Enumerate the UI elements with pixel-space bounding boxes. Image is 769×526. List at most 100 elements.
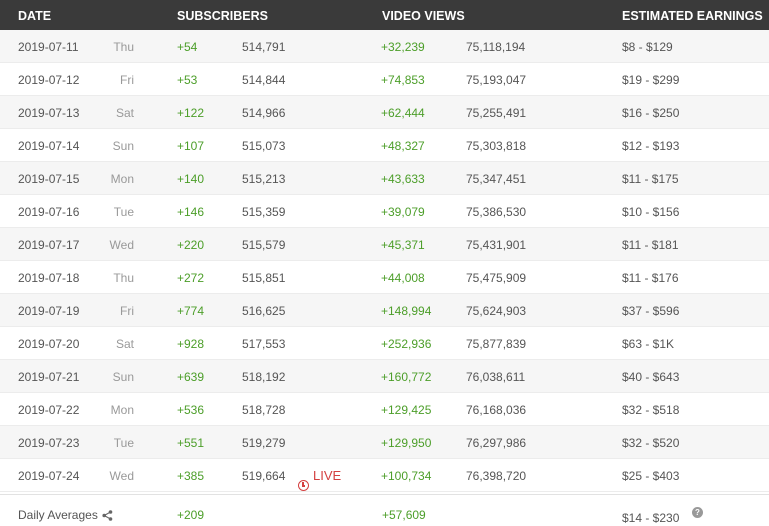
row-subscriber-total: 517,553 xyxy=(242,337,286,351)
row-view-total: 75,624,903 xyxy=(466,304,527,318)
row-subscriber-gain: +774 xyxy=(177,304,205,318)
daily-averages-text: Daily Averages xyxy=(18,508,98,522)
row-view-total: 75,877,839 xyxy=(466,337,527,351)
row-view-total: 75,118,194 xyxy=(466,40,526,54)
row-date: 2019-07-17 xyxy=(18,238,80,252)
daily-avg-views: +57,609 xyxy=(382,508,426,522)
row-subscriber-gain: +54 xyxy=(177,40,198,54)
header-video-views: VIDEO VIEWS xyxy=(382,9,465,23)
row-view-total: 75,303,818 xyxy=(466,139,527,153)
row-weekday: Tue xyxy=(113,436,134,450)
row-subscriber-gain: +639 xyxy=(177,370,205,384)
row-view-gain: +129,425 xyxy=(381,403,432,417)
row-subscriber-gain: +146 xyxy=(177,205,205,219)
share-icon[interactable] xyxy=(102,510,113,522)
row-earnings: $32 - $520 xyxy=(622,436,680,450)
table-row: 2019-07-12 Fri +53 514,844 +74,853 75,193,047… xyxy=(0,63,769,96)
row-weekday: Wed xyxy=(109,238,134,252)
row-earnings: $12 - $193 xyxy=(622,139,680,153)
row-subscriber-gain: +536 xyxy=(177,403,205,417)
row-subscriber-total: 518,728 xyxy=(242,403,286,417)
row-view-gain: +48,327 xyxy=(381,139,425,153)
table-row: 2019-07-21 Sun +639 518,192 +160,772 76,038,6… xyxy=(0,360,769,393)
row-view-total: 75,386,530 xyxy=(466,205,527,219)
row-weekday: Sat xyxy=(115,337,134,351)
row-view-gain: +252,936 xyxy=(381,337,432,351)
header-estimated-earnings: ESTIMATED EARNINGS xyxy=(622,9,763,23)
table-header: DATE SUBSCRIBERS VIDEO VIEWS ESTIMATED E… xyxy=(0,0,769,30)
row-view-gain: +129,950 xyxy=(381,436,432,450)
table-row: 2019-07-11 Thu +54 514,791 +32,239 75,118,194… xyxy=(0,30,769,63)
table-row: 2019-07-20 Sat +928 517,553 +252,936 75,877,8… xyxy=(0,327,769,360)
row-subscriber-gain: +140 xyxy=(177,172,205,186)
row-earnings: $16 - $250 xyxy=(622,106,680,120)
row-view-total: 76,398,720 xyxy=(466,469,527,483)
row-subscriber-total: 514,844 xyxy=(242,73,286,87)
row-subscriber-total: 515,073 xyxy=(242,139,286,153)
row-weekday: Sun xyxy=(112,139,134,153)
row-date: 2019-07-15 xyxy=(18,172,80,186)
row-view-total: 75,475,909 xyxy=(466,271,527,285)
row-date: 2019-07-24 xyxy=(18,469,80,483)
row-view-gain: +74,853 xyxy=(381,73,425,87)
row-subscriber-total: 519,279 xyxy=(242,436,286,450)
row-view-total: 75,193,047 xyxy=(466,73,527,87)
row-weekday: Sat xyxy=(115,106,134,120)
row-date: 2019-07-14 xyxy=(18,139,80,153)
row-view-total: 76,038,611 xyxy=(466,370,526,384)
row-subscriber-gain: +385 xyxy=(177,469,205,483)
row-date: 2019-07-16 xyxy=(18,205,80,219)
table-row: 2019-07-16 Tue +146 515,359 +39,079 75,386,53… xyxy=(0,195,769,228)
table-row: 2019-07-15 Mon +140 515,213 +43,633 75,347,45… xyxy=(0,162,769,195)
daily-averages-label: Daily Averages xyxy=(18,508,113,522)
row-date: 2019-07-13 xyxy=(18,106,80,120)
row-subscriber-gain: +272 xyxy=(177,271,205,285)
live-label: LIVE xyxy=(313,468,342,483)
row-earnings: $8 - $129 xyxy=(622,40,673,54)
table-row: 2019-07-19 Fri +774 516,625 +148,994 75,624,9… xyxy=(0,294,769,327)
row-subscriber-gain: +551 xyxy=(177,436,205,450)
row-subscriber-total: 519,664 xyxy=(242,469,286,483)
row-date: 2019-07-18 xyxy=(18,271,80,285)
help-icon[interactable]: ? xyxy=(692,507,703,518)
row-earnings: $37 - $596 xyxy=(622,304,680,318)
row-view-gain: +44,008 xyxy=(381,271,425,285)
row-view-gain: +39,079 xyxy=(381,205,425,219)
row-subscriber-gain: +122 xyxy=(177,106,205,120)
table-row: 2019-07-23 Tue +551 519,279 +129,950 76,297,9… xyxy=(0,426,769,459)
daily-averages-row: Daily Averages +209 +57,609 $14 - $230 ? xyxy=(0,494,769,526)
row-date: 2019-07-11 xyxy=(18,40,79,54)
row-weekday: Thu xyxy=(113,40,134,54)
table-row: 2019-07-13 Sat +122 514,966 +62,444 75,255,49… xyxy=(0,96,769,129)
table-row: 2019-07-14 Sun +107 515,073 +48,327 75,303,81… xyxy=(0,129,769,162)
live-badge[interactable]: LIVE xyxy=(298,468,342,491)
row-subscriber-total: 515,213 xyxy=(242,172,286,186)
table-row: 2019-07-17 Wed +220 515,579 +45,371 75,431,90… xyxy=(0,228,769,261)
row-subscriber-total: 514,966 xyxy=(242,106,286,120)
row-earnings: $10 - $156 xyxy=(622,205,680,219)
row-view-total: 76,297,986 xyxy=(466,436,527,450)
row-earnings: $63 - $1K xyxy=(622,337,675,351)
table-row: 2019-07-22 Mon +536 518,728 +129,425 76,168,0… xyxy=(0,393,769,426)
row-earnings: $19 - $299 xyxy=(622,73,680,87)
row-date: 2019-07-20 xyxy=(18,337,80,351)
row-view-gain: +100,734 xyxy=(381,469,432,483)
row-weekday: Mon xyxy=(110,403,134,417)
row-view-total: 76,168,036 xyxy=(466,403,527,417)
row-weekday: Sun xyxy=(112,370,134,384)
row-weekday: Thu xyxy=(113,271,134,285)
row-view-total: 75,431,901 xyxy=(466,238,527,252)
daily-avg-subscribers: +209 xyxy=(177,508,205,522)
header-subscribers: SUBSCRIBERS xyxy=(177,9,268,23)
row-subscriber-gain: +928 xyxy=(177,337,205,351)
row-earnings: $11 - $175 xyxy=(622,172,679,186)
row-view-gain: +32,239 xyxy=(381,40,425,54)
row-earnings: $40 - $643 xyxy=(622,370,680,384)
table-row: 2019-07-24 Wed +385 519,664 +100,734 76,398,7… xyxy=(0,459,769,492)
row-weekday: Mon xyxy=(110,172,134,186)
row-subscriber-gain: +53 xyxy=(177,73,198,87)
row-view-gain: +160,772 xyxy=(381,370,432,384)
row-weekday: Fri xyxy=(120,73,134,87)
row-subscriber-gain: +220 xyxy=(177,238,205,252)
row-subscriber-gain: +107 xyxy=(177,139,205,153)
